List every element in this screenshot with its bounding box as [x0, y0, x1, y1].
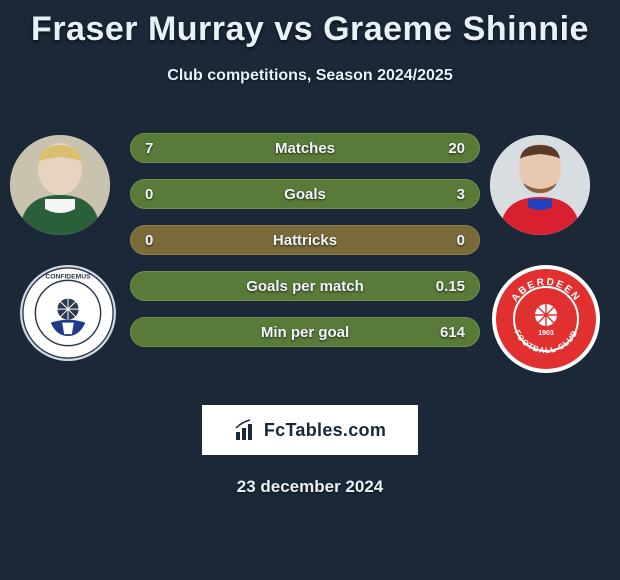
- club-crest-icon: CONFIDEMUS: [20, 265, 116, 361]
- title-vs: vs: [274, 10, 313, 48]
- avatar: [490, 135, 590, 235]
- stat-row: Min per goal614: [130, 317, 480, 347]
- club-crest-icon: 1903 ABERDEEN FOOTBALL CLUB: [496, 269, 596, 369]
- club-left-crest: CONFIDEMUS: [20, 265, 116, 361]
- stat-row: 7Matches20: [130, 133, 480, 163]
- player-right-photo: [490, 135, 590, 235]
- comparison-panel: CONFIDEMUS 1903 ABERDEEN FOOTBALL CLUB 7…: [0, 115, 620, 375]
- stat-row: 0Goals3: [130, 179, 480, 209]
- page-title: Fraser Murray vs Graeme Shinnie: [0, 0, 620, 49]
- stat-label: Min per goal: [131, 324, 479, 341]
- avatar: [10, 135, 110, 235]
- stat-left-value: 0: [145, 186, 153, 203]
- stat-label: Matches: [131, 140, 479, 157]
- stat-label: Goals per match: [131, 278, 479, 295]
- svg-text:CONFIDEMUS: CONFIDEMUS: [45, 273, 91, 280]
- person-silhouette-icon: [10, 135, 110, 235]
- club-right-crest: 1903 ABERDEEN FOOTBALL CLUB: [492, 265, 600, 373]
- subtitle: Club competitions, Season 2024/2025: [0, 67, 620, 85]
- stat-right-value: 3: [457, 186, 465, 203]
- stat-right-value: 0.15: [436, 278, 465, 295]
- title-player-left: Fraser Murray: [31, 10, 264, 48]
- footer-date: 23 december 2024: [0, 477, 620, 497]
- stat-row: Goals per match0.15: [130, 271, 480, 301]
- stat-label: Goals: [131, 186, 479, 203]
- stat-right-value: 0: [457, 232, 465, 249]
- footer-brand-badge: FcTables.com: [202, 405, 418, 455]
- footer-brand-text: FcTables.com: [264, 420, 386, 441]
- stat-left-value: 0: [145, 232, 153, 249]
- stat-row: 0Hattricks0: [130, 225, 480, 255]
- stat-right-value: 20: [448, 140, 465, 157]
- stat-label: Hattricks: [131, 232, 479, 249]
- player-left-photo: [10, 135, 110, 235]
- stat-right-value: 614: [440, 324, 465, 341]
- person-silhouette-icon: [490, 135, 590, 235]
- stats-list: 7Matches200Goals30Hattricks0Goals per ma…: [130, 133, 480, 363]
- chart-icon: [234, 418, 258, 442]
- stat-left-value: 7: [145, 140, 153, 157]
- svg-text:1903: 1903: [538, 330, 554, 337]
- title-player-right: Graeme Shinnie: [323, 10, 589, 48]
